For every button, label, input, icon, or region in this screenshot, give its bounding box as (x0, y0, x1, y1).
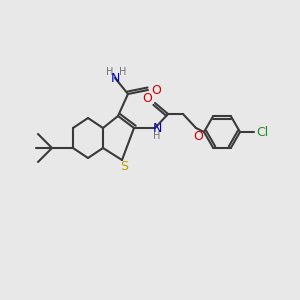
Text: H: H (119, 67, 127, 77)
Text: N: N (110, 71, 120, 85)
Text: N: N (152, 122, 162, 134)
Text: O: O (151, 83, 161, 97)
Text: O: O (193, 130, 203, 142)
Text: H: H (106, 67, 114, 77)
Text: H: H (153, 131, 161, 141)
Text: Cl: Cl (256, 125, 268, 139)
Text: S: S (120, 160, 128, 173)
Text: O: O (142, 92, 152, 106)
